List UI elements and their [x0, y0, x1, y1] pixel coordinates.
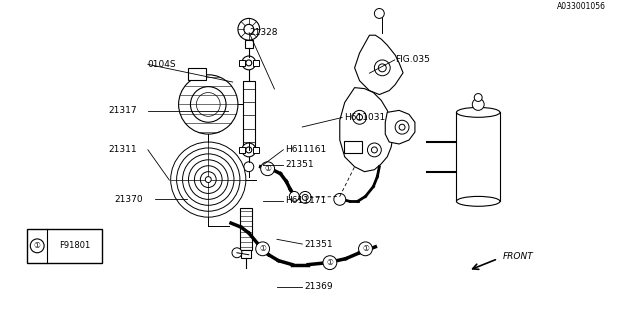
Circle shape	[334, 193, 346, 205]
Circle shape	[358, 242, 372, 256]
Ellipse shape	[456, 108, 500, 117]
Bar	[245, 40, 253, 48]
Bar	[344, 141, 362, 153]
Circle shape	[196, 92, 220, 116]
Bar	[253, 147, 259, 153]
Bar	[239, 147, 245, 153]
Circle shape	[189, 160, 228, 199]
Circle shape	[191, 87, 226, 122]
Circle shape	[177, 148, 240, 211]
Text: ①: ①	[326, 258, 333, 267]
Polygon shape	[385, 110, 415, 144]
Circle shape	[289, 191, 300, 201]
Circle shape	[353, 110, 367, 124]
Circle shape	[260, 162, 275, 176]
Text: 21369: 21369	[304, 282, 333, 291]
Text: FRONT: FRONT	[503, 252, 534, 261]
Circle shape	[356, 114, 362, 120]
Text: ①: ①	[34, 241, 40, 250]
Text: H611171: H611171	[285, 196, 326, 205]
Circle shape	[302, 195, 308, 200]
Circle shape	[374, 60, 390, 76]
Circle shape	[171, 142, 246, 217]
Circle shape	[378, 64, 387, 72]
Bar	[243, 81, 255, 150]
Circle shape	[30, 239, 44, 253]
Circle shape	[182, 154, 234, 205]
Circle shape	[371, 147, 378, 153]
Circle shape	[205, 177, 211, 182]
Circle shape	[179, 75, 238, 134]
Circle shape	[200, 97, 216, 112]
Bar	[253, 60, 259, 66]
Text: H611031: H611031	[344, 113, 385, 122]
Circle shape	[242, 56, 256, 70]
Circle shape	[244, 24, 253, 34]
Circle shape	[374, 9, 384, 19]
Text: F91801: F91801	[59, 241, 90, 250]
Polygon shape	[340, 88, 393, 172]
Text: ①: ①	[264, 164, 271, 173]
Circle shape	[195, 166, 222, 193]
Text: H611161: H611161	[285, 145, 326, 154]
Ellipse shape	[456, 196, 500, 206]
Text: FIG.035: FIG.035	[395, 55, 429, 64]
Text: 21317: 21317	[108, 106, 136, 115]
Bar	[240, 208, 252, 250]
Circle shape	[367, 143, 381, 157]
Text: A033001056: A033001056	[557, 2, 606, 11]
Circle shape	[238, 19, 260, 40]
Bar	[189, 68, 206, 80]
Circle shape	[242, 143, 256, 157]
Circle shape	[323, 256, 337, 269]
Text: 21328: 21328	[249, 28, 278, 37]
Circle shape	[244, 162, 253, 172]
Text: 21311: 21311	[108, 145, 136, 154]
Circle shape	[232, 248, 242, 258]
Text: ①: ①	[259, 244, 266, 253]
Text: 0104S: 0104S	[148, 60, 177, 69]
Circle shape	[256, 242, 269, 256]
Circle shape	[300, 191, 311, 203]
Circle shape	[246, 60, 252, 66]
Circle shape	[472, 99, 484, 110]
Circle shape	[474, 93, 482, 101]
Text: A: A	[350, 142, 355, 151]
Text: 21351: 21351	[285, 160, 314, 170]
Polygon shape	[355, 35, 403, 94]
Circle shape	[395, 120, 409, 134]
Text: 21370: 21370	[115, 195, 143, 204]
Bar	[241, 250, 251, 258]
Bar	[239, 60, 245, 66]
Text: 21351: 21351	[304, 240, 333, 249]
Bar	[28, 229, 102, 263]
Text: ①: ①	[362, 244, 369, 253]
Circle shape	[200, 172, 216, 188]
Circle shape	[399, 124, 405, 130]
Text: A: A	[195, 70, 200, 79]
Circle shape	[246, 147, 252, 153]
